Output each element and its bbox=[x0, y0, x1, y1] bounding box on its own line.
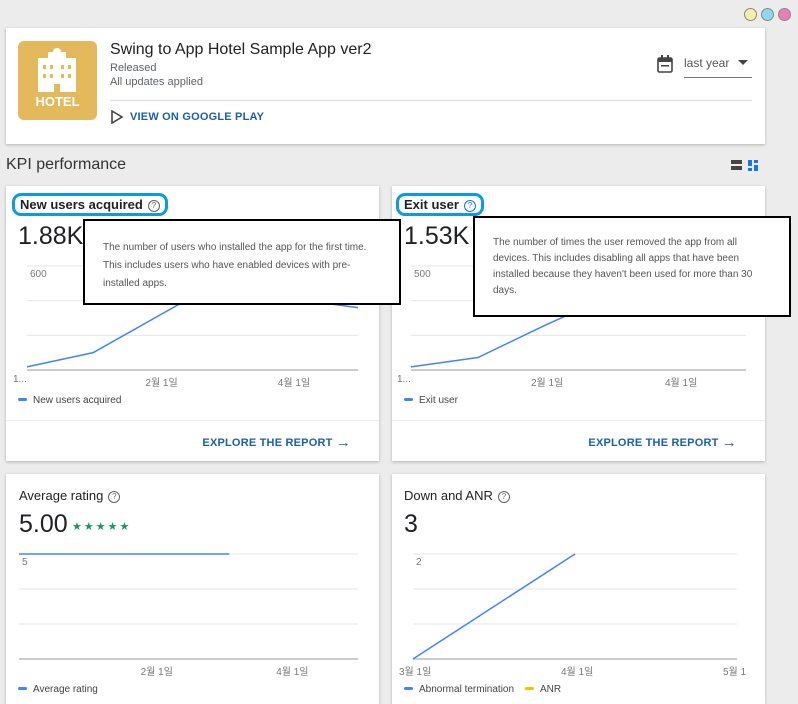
kpi-card-average-rating: Average rating? 5.00 ★★★★★ Average ratin… bbox=[6, 474, 379, 704]
help-icon[interactable]: ? bbox=[108, 491, 121, 503]
explore-report-button[interactable]: EXPLORE THE REPORT → bbox=[202, 434, 351, 451]
card-title-label: Down and ANR bbox=[404, 488, 493, 503]
window-dot-blue[interactable] bbox=[761, 8, 774, 21]
x-tick-label: 3월 1일 bbox=[399, 667, 432, 678]
legend-item: ANR bbox=[525, 684, 561, 695]
new-users-tooltip: The number of users who installed the ap… bbox=[83, 219, 401, 305]
google-play-icon bbox=[111, 110, 124, 124]
y-tick-label: 600 bbox=[30, 269, 47, 280]
view-on-google-play-link[interactable]: VIEW ON GOOGLE PLAY bbox=[110, 110, 264, 124]
divider bbox=[6, 420, 379, 421]
list-view-icon[interactable] bbox=[731, 160, 742, 170]
arrow-right-icon: → bbox=[721, 434, 737, 451]
legend-item: Abnormal termination bbox=[404, 684, 514, 695]
app-title: Swing to App Hotel Sample App ver2 bbox=[110, 41, 372, 58]
window-dot-pink[interactable] bbox=[778, 8, 791, 21]
kpi-value: 5.00 bbox=[19, 510, 68, 538]
update-status: All updates applied bbox=[110, 76, 203, 88]
x-tick-label: 2월 1일 bbox=[140, 667, 173, 678]
x-tick-label: 4월 1일 bbox=[561, 667, 594, 678]
x-tick-label: 2월 1일 bbox=[531, 378, 564, 389]
hotel-icon-label: HOTEL bbox=[35, 94, 80, 109]
legend-label: Exit user bbox=[419, 395, 458, 406]
date-range-select[interactable]: last year bbox=[684, 54, 752, 78]
x-tick-label: 1... bbox=[397, 374, 411, 385]
grid-view-icon[interactable] bbox=[748, 160, 758, 171]
legend-label: New users acquired bbox=[33, 395, 122, 406]
app-header-card: HOTEL Swing to App Hotel Sample App ver2… bbox=[6, 28, 765, 144]
legend-item: New users acquired bbox=[18, 395, 121, 406]
rating-stars-icon: ★★★★★ bbox=[72, 521, 132, 533]
help-icon[interactable]: ? bbox=[497, 491, 510, 503]
calendar-icon bbox=[657, 55, 673, 73]
y-tick-label: 500 bbox=[414, 269, 431, 280]
x-tick-label: 2월 1일 bbox=[145, 378, 178, 389]
x-tick-label: 5월 1 bbox=[723, 667, 747, 678]
divider bbox=[392, 420, 765, 421]
x-tick-label: 4월 1일 bbox=[665, 378, 698, 389]
legend-label: ANR bbox=[540, 684, 562, 695]
legend-item: Exit user bbox=[404, 395, 458, 406]
legend-label: Average rating bbox=[33, 684, 98, 695]
card-title-label: Average rating bbox=[19, 488, 104, 503]
view-on-google-play-label: VIEW ON GOOGLE PLAY bbox=[130, 111, 265, 123]
kpi-value: 3 bbox=[404, 510, 418, 538]
date-range-value: last year bbox=[684, 56, 730, 70]
dropdown-arrow-icon bbox=[738, 60, 748, 65]
legend-item: Average rating bbox=[18, 684, 98, 695]
card-title-label: Exit user bbox=[404, 197, 459, 212]
chart-plot bbox=[412, 553, 737, 660]
card-title: Exit user? bbox=[396, 193, 484, 216]
legend-label: Abnormal termination bbox=[419, 684, 515, 695]
y-tick-label: 5 bbox=[22, 557, 28, 568]
release-status: Released bbox=[110, 62, 157, 74]
x-tick-label: 4월 1일 bbox=[277, 378, 311, 389]
window-dot-yellow[interactable] bbox=[744, 8, 757, 21]
card-title: New users acquired? bbox=[12, 193, 168, 216]
divider bbox=[110, 100, 752, 101]
section-title: KPI performance bbox=[6, 156, 127, 173]
arrow-right-icon: → bbox=[335, 434, 351, 451]
explore-report-button[interactable]: EXPLORE THE REPORT → bbox=[588, 434, 737, 451]
exit-user-tooltip: The number of times the user removed the… bbox=[473, 216, 791, 317]
x-tick-label: 4월 1일 bbox=[276, 667, 309, 678]
kpi-value: 1.53K bbox=[404, 222, 470, 250]
card-title: Down and ANR? bbox=[404, 488, 510, 503]
series-line bbox=[26, 296, 359, 368]
help-icon[interactable]: ? bbox=[463, 200, 476, 212]
kpi-value: 1.88K bbox=[18, 222, 84, 250]
y-tick-label: 2 bbox=[416, 557, 422, 568]
chart-plot bbox=[19, 553, 358, 660]
series-line bbox=[412, 553, 576, 660]
explore-label: EXPLORE THE REPORT bbox=[588, 437, 719, 449]
help-icon[interactable]: ? bbox=[147, 200, 160, 212]
x-tick-label: 1... bbox=[13, 374, 27, 385]
hotel-app-icon: HOTEL bbox=[18, 41, 97, 120]
card-title: Average rating? bbox=[19, 488, 121, 503]
hotel-building-icon bbox=[38, 48, 76, 92]
explore-label: EXPLORE THE REPORT bbox=[202, 437, 333, 449]
card-title-label: New users acquired bbox=[20, 197, 143, 212]
kpi-card-down-and-anr: Down and ANR? 3 Abnormal termination ANR… bbox=[392, 474, 765, 704]
